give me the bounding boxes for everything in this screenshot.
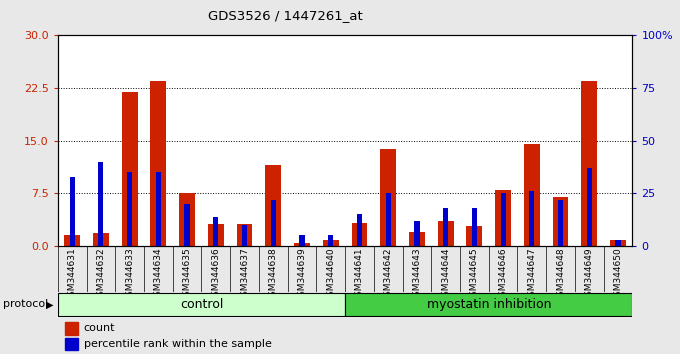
Bar [529,191,534,246]
Bar [466,226,482,246]
Bar [558,200,563,246]
Text: GSM344644: GSM344644 [441,247,450,302]
Text: GSM344641: GSM344641 [355,247,364,302]
Text: myostatin inhibition: myostatin inhibition [426,298,551,311]
Bar [500,193,506,246]
Text: GSM344640: GSM344640 [326,247,335,302]
Bar [180,193,195,246]
Text: GDS3526 / 1447261_at: GDS3526 / 1447261_at [208,9,363,22]
Text: GSM344634: GSM344634 [154,247,163,302]
Bar [299,235,305,246]
Text: GSM344649: GSM344649 [585,247,594,302]
Bar [69,177,75,246]
Text: GSM344636: GSM344636 [211,247,220,302]
Bar [65,322,78,335]
Text: percentile rank within the sample: percentile rank within the sample [84,339,271,349]
Text: ▶: ▶ [46,299,54,309]
Bar [581,81,597,246]
Bar [443,208,448,246]
Text: GSM344631: GSM344631 [68,247,77,302]
Text: GSM344650: GSM344650 [613,247,622,302]
Bar [184,204,190,246]
Text: GSM344647: GSM344647 [528,247,537,302]
Text: GSM344638: GSM344638 [269,247,277,302]
Text: GSM344639: GSM344639 [298,247,307,302]
Bar [208,224,224,246]
Bar [472,208,477,246]
Bar [380,149,396,246]
Bar [357,215,362,246]
Text: GSM344632: GSM344632 [97,247,105,302]
Bar [553,197,568,246]
Text: GSM344646: GSM344646 [498,247,507,302]
Bar [58,293,345,316]
Text: GSM344648: GSM344648 [556,247,565,302]
Text: GSM344642: GSM344642 [384,247,392,302]
Bar [495,190,511,246]
Bar [99,162,103,246]
Bar [587,168,592,246]
Text: count: count [84,323,115,333]
Bar [237,224,252,246]
Bar [294,242,310,246]
Bar [328,235,333,246]
Bar [610,240,626,246]
Bar [438,222,454,246]
Bar [214,217,218,246]
Text: GSM344645: GSM344645 [470,247,479,302]
Bar [65,338,78,350]
Bar [242,225,247,246]
Bar [386,193,391,246]
Bar [323,240,339,246]
Bar [345,293,632,316]
Bar [93,233,109,246]
Text: GSM344633: GSM344633 [125,247,134,302]
Text: GSM344635: GSM344635 [183,247,192,302]
Bar [127,172,132,246]
Bar [524,144,540,246]
Bar [615,240,621,246]
Bar [156,172,161,246]
Bar [122,92,137,246]
Text: GSM344643: GSM344643 [413,247,422,302]
Bar [265,165,281,246]
Bar [150,81,166,246]
Bar [414,221,420,246]
Bar [271,200,276,246]
Text: GSM344637: GSM344637 [240,247,249,302]
Text: control: control [180,298,223,311]
Bar [65,235,80,246]
Bar [352,223,367,246]
Text: protocol: protocol [3,299,49,309]
Bar [409,232,425,246]
